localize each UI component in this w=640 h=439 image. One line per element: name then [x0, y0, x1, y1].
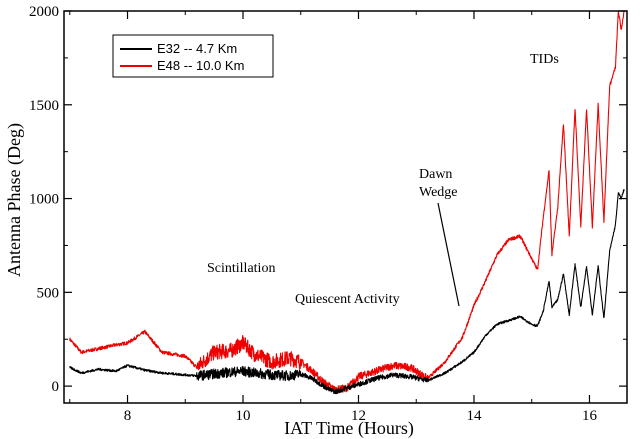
- y-tick-label: 500: [37, 285, 60, 301]
- y-tick-label: 0: [52, 379, 60, 395]
- ticks-layer: 8 10 12 14 16 0 500 1000 1500 2000: [29, 4, 627, 424]
- x-tick-label: 8: [124, 408, 132, 424]
- y-tick-label: 1000: [29, 192, 59, 208]
- plot-frame: [63, 10, 628, 404]
- annotation-wedge: Wedge: [419, 185, 458, 200]
- annotation-tids: TIDs: [530, 52, 559, 67]
- y-tick-label: 2000: [29, 4, 59, 20]
- legend: E32 -- 4.7 Km E48 -- 10.0 Km: [112, 34, 274, 78]
- y-axis-title: Antenna Phase (Deg): [4, 123, 25, 277]
- series-layer: [69, 11, 625, 395]
- legend-label-e32: E32 -- 4.7 Km: [157, 41, 237, 56]
- legend-label-e48: E48 -- 10.0 Km: [157, 58, 244, 73]
- x-tick-label: 16: [582, 408, 598, 424]
- annotation-dawn: Dawn: [419, 167, 452, 182]
- x-tick-label: 12: [351, 408, 366, 424]
- annotation-dawn-wedge-pointer: [437, 202, 460, 307]
- x-tick-label: 14: [466, 408, 482, 424]
- annotation-quiescent-activity: Quiescent Activity: [295, 292, 400, 307]
- x-axis-title: IAT Time (Hours): [284, 418, 414, 439]
- y-tick-label: 1500: [29, 98, 59, 114]
- legend-box: [112, 34, 274, 78]
- x-tick-label: 10: [236, 408, 251, 424]
- series-line-e32: [69, 189, 625, 395]
- annotation-scintillation: Scintillation: [207, 261, 275, 276]
